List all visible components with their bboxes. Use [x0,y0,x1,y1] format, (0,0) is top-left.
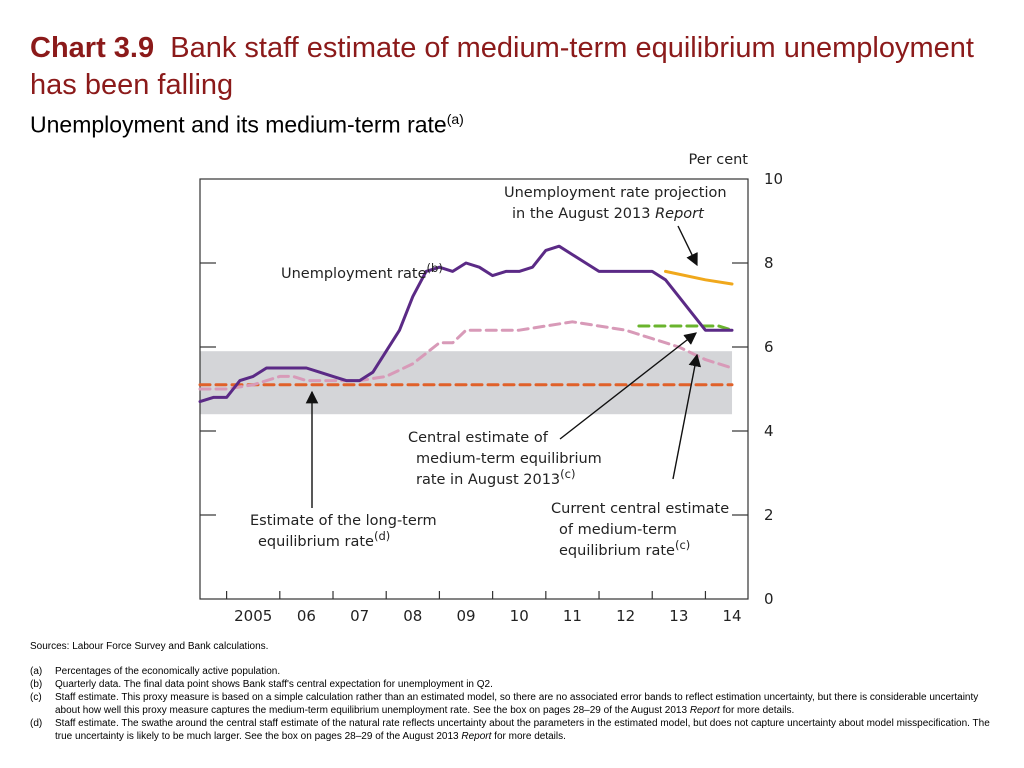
series-aug2013-medium-term-estimate [637,324,734,332]
annotation-current-estimate-line: Current central estimate [551,501,729,517]
title-block: Chart 3.9 Bank staff estimate of medium-… [30,30,1010,140]
y-tick-label: 6 [764,338,774,356]
footnote-label: (b) [30,679,43,690]
annotation-aug2013-estimate-line: rate in August 2013(c) [416,467,575,488]
unemployment-chart: 0 2 4 6 8 10 Per cent 2005 06 07 08 09 10 11 12 13 14 Un… [198,152,783,625]
plot-layer: 0 2 4 6 8 10 Per cent 2005 06 07 08 09 10 11 12 13 14 [198,152,783,625]
annotation-long-term-note: (d) [374,529,390,543]
footnotes: Sources: Labour Force Survey and Bank ca… [30,640,990,743]
footnote-item: (b) Quarterly data. The final data point … [30,678,990,691]
arrow-current-estimate [672,353,702,480]
footnote-text: Quarterly data. The final data point sho… [55,679,493,690]
series-current-medium-term-estimate [198,320,734,391]
x-tick-label: 09 [456,607,475,625]
x-tick-label: 12 [616,607,635,625]
annotation-unemployment-rate: Unemployment rate(b) [281,261,443,282]
footnote-item: (c) Staff estimate. This proxy measure is… [30,691,990,717]
footnote-item: (a) Percentages of the economically activ… [30,665,990,678]
annotation-projection-line: Unemployment rate projection [504,185,727,201]
y-unit-label: Per cent [689,152,749,168]
annotation-aug2013-estimate-line: Central estimate of [408,430,549,446]
x-tick-label: 07 [350,607,369,625]
annotation-projection-italic: Report [655,206,705,222]
sources-note: Sources: Labour Force Survey and Bank ca… [30,641,269,652]
x-tick-label: 13 [669,607,688,625]
annotation-projection-line: in the August 2013 Report [512,206,705,222]
y-tick-label: 0 [764,590,774,608]
footnote-label: (a) [30,666,43,677]
chart-subtitle: Unemployment and its medium-term rate(a) [30,104,1010,140]
series-unemployment-rate [198,244,734,404]
note-list: (a) Percentages of the economically activ… [30,665,990,743]
annotation-layer: Unemployment rate projection in the Augus… [250,185,729,559]
footnote-text: Staff estimate. The swathe around the ce… [55,718,990,742]
y-tick-label: 8 [764,254,774,272]
chart-title: Chart 3.9 Bank staff estimate of medium-… [30,30,1010,104]
x-tick-label: 11 [563,607,582,625]
x-tick-label: 06 [297,607,316,625]
footnote-label: (d) [30,718,43,729]
footnote-label: (c) [30,692,42,703]
subtitle-note-marker: (a) [446,111,464,127]
arrow-projection [677,225,698,267]
x-tick-label: 14 [722,607,741,625]
arrow-aug2013-estimate [559,332,697,440]
chart-number: Chart 3.9 [30,32,155,64]
annotation-current-estimate: Current central estimate of medium-termeq… [551,501,729,559]
footnote-text: Percentages of the economically active p… [55,666,281,677]
y-tick-label: 4 [764,422,774,440]
annotation-aug2013-estimate: Central estimate of medium-term equilibri… [408,430,602,488]
annotation-unemployment-rate-note: (b) [427,261,443,275]
uncertainty-band [200,351,733,415]
chart-subtitle-text: Unemployment and its medium-term rate [30,111,447,138]
footnote-text: Staff estimate. This proxy measure is ba… [55,692,979,716]
y-tick-label: 10 [764,170,783,188]
chart-title-text: Bank staff estimate of medium-term equil… [30,32,974,101]
annotation-aug2013-estimate-note: (c) [560,467,575,481]
annotation-projection: Unemployment rate projection in the Augus… [504,185,727,222]
annotation-current-estimate-line: of medium-term [559,522,677,538]
footnote-italic: Report [461,731,492,742]
y-tick-label: 2 [764,506,774,524]
annotation-current-estimate-note: (c) [675,538,690,552]
annotation-aug2013-estimate-line: medium-term equilibrium [416,451,602,467]
annotation-unemployment-rate-line: Unemployment rate(b) [281,261,443,282]
series-aug2013-projection [664,269,734,286]
annotation-long-term-line: Estimate of the long-term [250,513,437,529]
footnote-italic: Report [689,705,720,716]
x-tick-label: 10 [510,607,529,625]
annotation-current-estimate-line: equilibrium rate(c) [559,538,690,559]
footnote-item: (d) Staff estimate. The swathe around the… [30,717,990,743]
x-tick-label: 08 [403,607,422,625]
x-tick-label: 2005 [234,607,272,625]
annotation-long-term-line: equilibrium rate(d) [258,529,390,550]
